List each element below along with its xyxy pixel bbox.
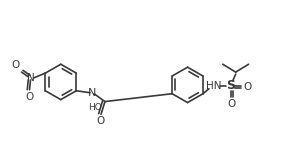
- Text: HN: HN: [206, 81, 222, 91]
- Text: O: O: [11, 60, 20, 70]
- Text: N: N: [88, 88, 96, 98]
- Text: O: O: [228, 99, 236, 109]
- Text: HO: HO: [88, 103, 102, 112]
- Text: O: O: [243, 82, 252, 92]
- Text: S: S: [226, 79, 235, 92]
- Text: O: O: [25, 92, 34, 102]
- Text: O: O: [96, 116, 104, 126]
- Text: N: N: [27, 73, 34, 83]
